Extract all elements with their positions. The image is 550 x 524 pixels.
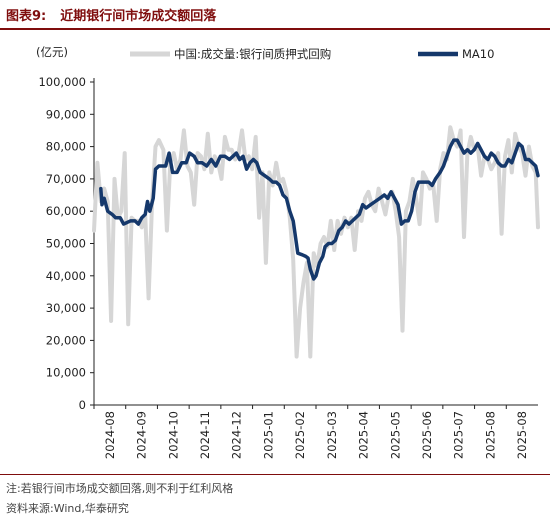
chart-legend: 中国:成交量:银行间质押式回购 MA10 [130, 47, 494, 61]
x-tick-label: 2024-08 [103, 411, 117, 459]
x-tick-label: 2025-01 [261, 411, 275, 459]
x-tick-label: 2024-11 [198, 411, 212, 459]
figure-header: 图表9: 近期银行间市场成交额回落 [0, 0, 550, 30]
legend-label: MA10 [462, 47, 494, 61]
line-chart: (亿元) 0 10,000 20,000 30,000 40,000 50,000 60,00… [36, 45, 540, 459]
figure-label: 图表9: [6, 8, 47, 24]
y-tick-label: 100,000 [38, 75, 86, 89]
y-tick-label: 0 [79, 398, 86, 412]
x-tick-label: 2025-05 [388, 411, 402, 459]
x-tick-label: 2025-08 [483, 411, 497, 459]
series-line-ma10 [99, 138, 540, 281]
x-tick-label: 2024-12 [230, 411, 244, 459]
y-tick-label: 60,000 [46, 204, 86, 218]
y-tick-label: 30,000 [46, 301, 86, 315]
chart-series [92, 125, 540, 359]
x-tick-label: 2025-04 [357, 411, 371, 459]
chart-axes: (亿元) 0 10,000 20,000 30,000 40,000 50,000 60,00… [36, 45, 538, 459]
y-tick-label: 70,000 [46, 172, 86, 186]
y-tick-label: 50,000 [46, 237, 86, 251]
y-axis-unit-label: (亿元) [36, 45, 68, 59]
legend-label: 中国:成交量:银行间质押式回购 [174, 47, 331, 61]
y-tick-label: 80,000 [46, 140, 86, 154]
x-tick-label: 2025-02 [293, 411, 307, 459]
figure-source: 资料来源:Wind,华泰研究 [6, 502, 129, 515]
y-tick-label: 20,000 [46, 333, 86, 347]
y-tick-label: 10,000 [46, 366, 86, 380]
x-tick-label: 2025-08 [515, 411, 529, 459]
x-tick-label: 2024-09 [135, 411, 149, 459]
x-tick-label: 2025-07 [452, 411, 466, 459]
series-line-repo-volume [92, 125, 540, 359]
y-tick-label: 40,000 [46, 269, 86, 283]
x-tick-label: 2024-10 [166, 411, 180, 459]
figure-title: 近期银行间市场成交额回落 [60, 8, 217, 24]
y-tick-label: 90,000 [46, 107, 86, 121]
figure-note: 注:若银行间市场成交额回落,则不利于红利风格 [6, 482, 234, 495]
x-tick-label: 2025-06 [420, 411, 434, 459]
x-tick-label: 2025-03 [325, 411, 339, 459]
footer-divider [0, 474, 550, 475]
